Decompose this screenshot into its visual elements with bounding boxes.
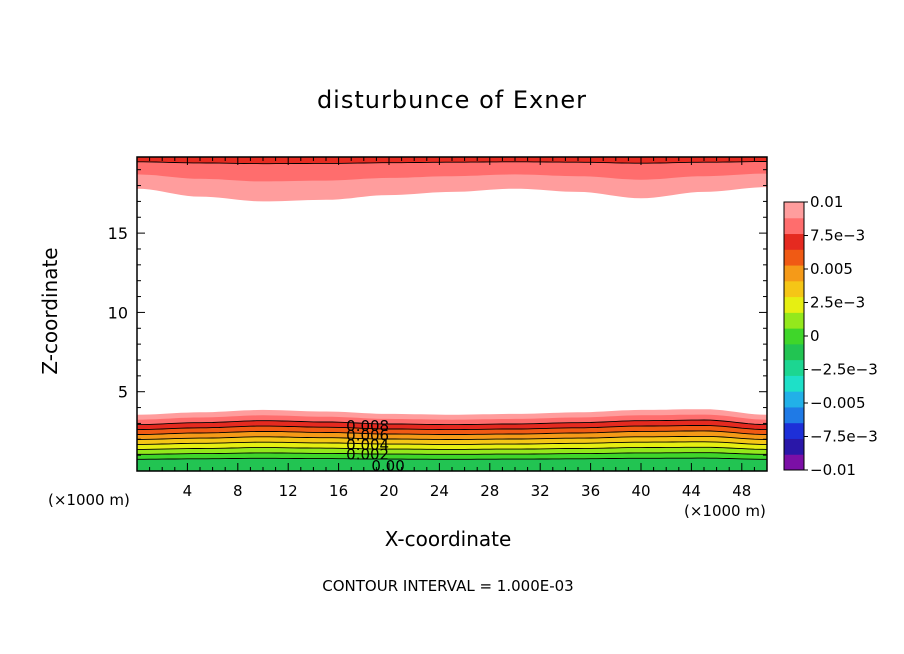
x-tick-label: 48 [732,482,751,500]
contour-label: 0.004 [346,436,389,454]
y-axis-ticks: 5 10 15 [108,169,767,456]
colorbar-label: 0.005 [810,260,853,278]
contour-line [137,419,768,426]
contour-label: 0.00 [371,457,404,475]
colorbar: 0.01 7.5e−3 0.005 2.5e−3 0 −2.5e−3 −0.005 −7.5e… [783,193,878,479]
colorbar-swatch [784,343,804,361]
colorbar-swatch [784,296,804,313]
colorbar-swatch [784,233,804,250]
x-tick-label: 24 [430,482,449,500]
colorbar-label: 0.01 [810,193,843,211]
contour-label: 0.002 [346,445,389,463]
contour-interval-note: CONTOUR INTERVAL = 1.000E-03 [322,577,574,595]
colorbar-swatch [784,202,804,219]
contour-line [136,435,768,440]
colorbar-label: −7.5e−3 [810,428,878,446]
x-tick-label: 28 [480,482,499,500]
contour-line [137,441,767,445]
colorbar-swatch [784,217,804,235]
colorbar-swatch [784,328,804,345]
colorbar-swatch [784,249,804,266]
y-tick-label: 10 [108,303,128,322]
contour-line [136,425,768,431]
x-tick-label: 12 [279,482,298,500]
x-tick-label: 16 [329,482,348,500]
chart-title: disturbunce of Exner [316,86,588,114]
colorbar-swatch [784,359,804,376]
x-tick-label: 32 [531,482,550,500]
contour-line [137,430,768,435]
y-tick-label: 15 [108,224,128,243]
colorbar-label: 2.5e−3 [810,294,865,312]
x-axis-ticks: 4 8 12 16 20 24 28 32 36 40 44 48 [149,157,755,500]
colorbar-label: 7.5e−3 [810,227,865,245]
colorbar-label: −2.5e−3 [810,361,878,379]
contour-fills [137,157,767,471]
colorbar-swatch [784,280,804,298]
colorbar-swatch [784,422,804,439]
x-tick-label: 40 [631,482,650,500]
colorbar-swatch [784,406,804,424]
colorbar-swatch [784,375,804,392]
contour-band [137,458,767,471]
x-tick-label: 20 [379,482,398,500]
colorbar-label: 0 [810,327,820,345]
y-tick-label: 5 [118,383,128,402]
colorbar-swatch [784,391,804,408]
y-axis-label: Z-coordinate [38,247,62,375]
contour-label: 0.006 [346,426,389,444]
contour-line [137,457,767,460]
colorbar-label: −0.005 [810,394,866,412]
x-axis-label: X-coordinate [384,527,512,551]
x-tick-label: 8 [233,482,243,500]
contour-lines [136,161,768,460]
contour-line [137,161,767,165]
contour-line [137,446,768,450]
colorbar-swatch [784,454,804,471]
contour-line [137,452,767,455]
x-tick-label: 4 [183,482,193,500]
x-unit-label-right: (×1000 m) [684,502,766,520]
contour-label: 0.008 [346,417,389,435]
x-tick-label: 44 [682,482,701,500]
x-tick-label: 36 [581,482,600,500]
colorbar-label: −0.01 [810,461,856,479]
colorbar-swatch [784,265,804,282]
colorbar-swatch [784,438,804,455]
colorbar-swatch [784,312,804,329]
x-unit-label-left: (×1000 m) [48,491,130,509]
